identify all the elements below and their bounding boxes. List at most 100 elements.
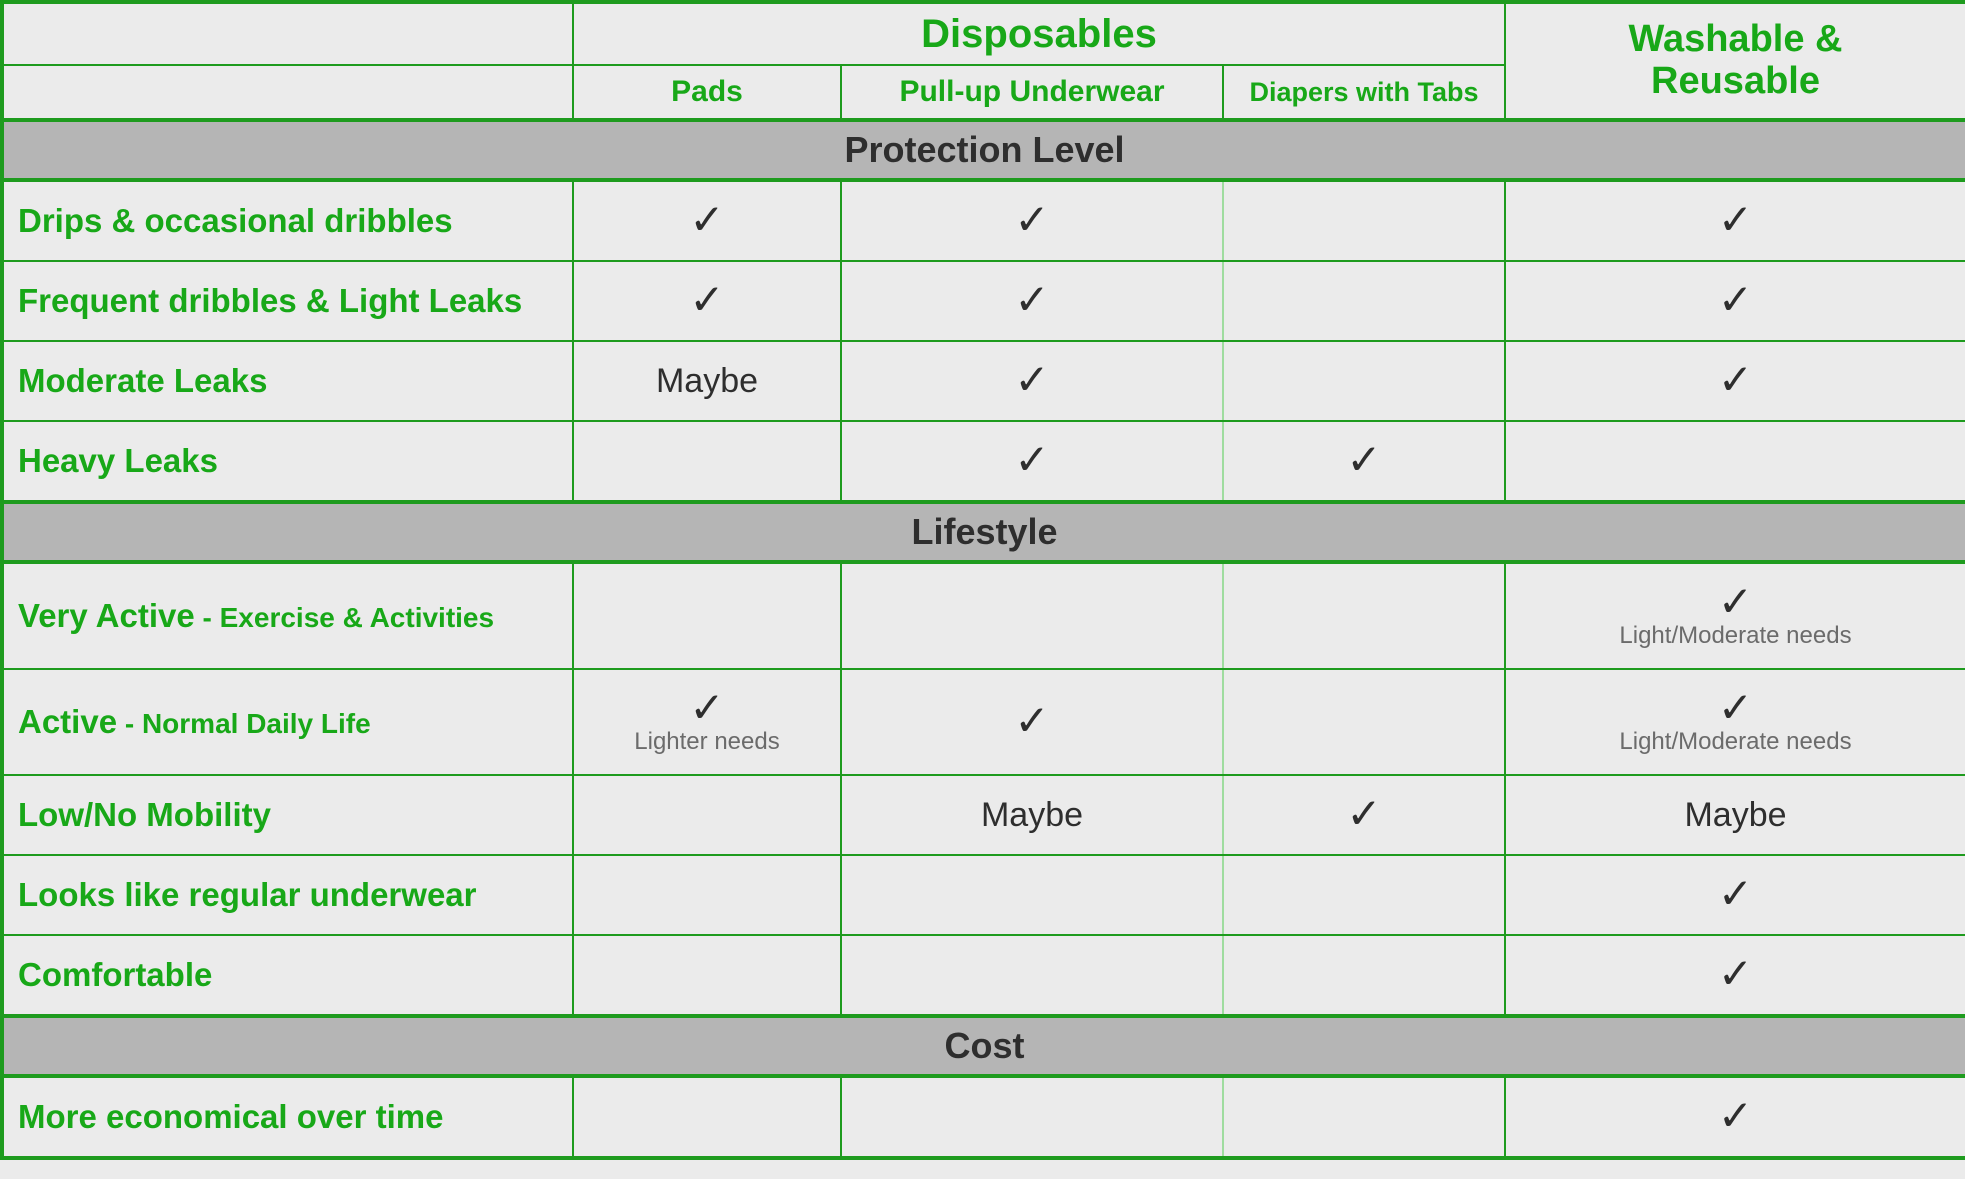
check-icon: ✓ [1014, 356, 1049, 403]
maybe-text: Maybe [656, 362, 758, 400]
section-row-cost: Cost [2, 1016, 1965, 1076]
row-active: Active - Normal Daily Life ✓ Lighter nee… [2, 669, 1965, 775]
note-active-pads: Lighter needs [634, 729, 779, 755]
section-row-lifestyle: Lifestyle [2, 502, 1965, 562]
cell-comfortable-diapers [1223, 935, 1505, 1016]
cell-drips-pullup: ✓ [841, 180, 1223, 261]
cell-heavy-pads [573, 421, 841, 502]
cell-moderate-diapers [1223, 341, 1505, 421]
row-frequent: Frequent dribbles & Light Leaks ✓ ✓ ✓ [2, 261, 1965, 341]
cell-economical-washable: ✓ [1505, 1076, 1965, 1158]
header-washable-line2: Reusable [1651, 60, 1820, 102]
note-very-active-washable: Light/Moderate needs [1619, 623, 1851, 649]
section-protection: Protection Level [2, 120, 1965, 180]
cell-drips-washable: ✓ [1505, 180, 1965, 261]
label-active: Active - Normal Daily Life [2, 669, 573, 775]
label-looks: Looks like regular underwear [2, 855, 573, 935]
cell-moderate-washable: ✓ [1505, 341, 1965, 421]
cell-very-active-pullup [841, 562, 1223, 669]
cell-very-active-pads [573, 562, 841, 669]
section-lifestyle: Lifestyle [2, 502, 1965, 562]
cell-frequent-washable: ✓ [1505, 261, 1965, 341]
check-icon: ✓ [1014, 276, 1049, 323]
cell-very-active-washable: ✓ Light/Moderate needs [1505, 562, 1965, 669]
label-drips: Drips & occasional dribbles [2, 180, 573, 261]
label-comfortable: Comfortable [2, 935, 573, 1016]
maybe-text: Maybe [981, 796, 1083, 834]
section-row-protection: Protection Level [2, 120, 1965, 180]
check-icon: ✓ [1014, 196, 1049, 243]
cell-looks-pads [573, 855, 841, 935]
check-icon: ✓ [1346, 790, 1381, 837]
header-disposables: Disposables [573, 2, 1505, 65]
cell-active-pads: ✓ Lighter needs [573, 669, 841, 775]
cell-comfortable-washable: ✓ [1505, 935, 1965, 1016]
cell-moderate-pullup: ✓ [841, 341, 1223, 421]
header-washable: Washable & Reusable [1505, 2, 1965, 120]
check-icon: ✓ [1718, 196, 1753, 243]
maybe-text: Maybe [1684, 796, 1786, 834]
header-pullup: Pull-up Underwear [841, 65, 1223, 120]
label-active-sep: - [117, 708, 142, 739]
row-heavy: Heavy Leaks ✓ ✓ [2, 421, 1965, 502]
cell-very-active-diapers [1223, 562, 1505, 669]
check-icon: ✓ [1718, 276, 1753, 323]
row-low-mobility: Low/No Mobility Maybe ✓ Maybe [2, 775, 1965, 855]
label-very-active-main: Very Active [18, 597, 195, 634]
header-washable-line1: Washable & [1629, 18, 1843, 60]
label-very-active-sub: Exercise & Activities [220, 602, 494, 633]
check-icon: ✓ [689, 687, 724, 729]
header-diapers: Diapers with Tabs [1223, 65, 1505, 120]
cell-drips-diapers [1223, 180, 1505, 261]
row-moderate: Moderate Leaks Maybe ✓ ✓ [2, 341, 1965, 421]
row-drips: Drips & occasional dribbles ✓ ✓ ✓ [2, 180, 1965, 261]
cell-heavy-washable [1505, 421, 1965, 502]
check-icon: ✓ [1718, 687, 1753, 729]
cell-comfortable-pads [573, 935, 841, 1016]
label-economical: More economical over time [2, 1076, 573, 1158]
cell-drips-pads: ✓ [573, 180, 841, 261]
cell-economical-diapers [1223, 1076, 1505, 1158]
header-blank-top [2, 2, 573, 65]
check-icon: ✓ [1718, 581, 1753, 623]
cell-low-mobility-pullup: Maybe [841, 775, 1223, 855]
label-active-main: Active [18, 703, 117, 740]
check-icon: ✓ [1718, 950, 1753, 997]
cell-looks-washable: ✓ [1505, 855, 1965, 935]
label-frequent: Frequent dribbles & Light Leaks [2, 261, 573, 341]
comparison-table: Disposables Washable & Reusable Pads Pul… [0, 0, 1965, 1160]
row-looks: Looks like regular underwear ✓ [2, 855, 1965, 935]
row-comfortable: Comfortable ✓ [2, 935, 1965, 1016]
cell-low-mobility-washable: Maybe [1505, 775, 1965, 855]
check-icon: ✓ [1718, 1092, 1753, 1139]
label-heavy: Heavy Leaks [2, 421, 573, 502]
check-icon: ✓ [1718, 356, 1753, 403]
label-active-sub: Normal Daily Life [142, 708, 371, 739]
section-cost: Cost [2, 1016, 1965, 1076]
row-very-active: Very Active - Exercise & Activities ✓ Li… [2, 562, 1965, 669]
row-economical: More economical over time ✓ [2, 1076, 1965, 1158]
header-blank-sub [2, 65, 573, 120]
label-very-active-sep: - [195, 602, 220, 633]
cell-low-mobility-diapers: ✓ [1223, 775, 1505, 855]
check-icon: ✓ [1014, 436, 1049, 483]
check-icon: ✓ [689, 196, 724, 243]
cell-comfortable-pullup [841, 935, 1223, 1016]
cell-active-washable: ✓ Light/Moderate needs [1505, 669, 1965, 775]
check-icon: ✓ [1718, 870, 1753, 917]
cell-frequent-diapers [1223, 261, 1505, 341]
cell-frequent-pads: ✓ [573, 261, 841, 341]
label-moderate: Moderate Leaks [2, 341, 573, 421]
cell-heavy-diapers: ✓ [1223, 421, 1505, 502]
cell-moderate-pads: Maybe [573, 341, 841, 421]
cell-active-diapers [1223, 669, 1505, 775]
note-active-washable: Light/Moderate needs [1619, 729, 1851, 755]
label-low-mobility: Low/No Mobility [2, 775, 573, 855]
header-pads: Pads [573, 65, 841, 120]
cell-economical-pullup [841, 1076, 1223, 1158]
cell-heavy-pullup: ✓ [841, 421, 1223, 502]
cell-looks-pullup [841, 855, 1223, 935]
cell-looks-diapers [1223, 855, 1505, 935]
cell-economical-pads [573, 1076, 841, 1158]
cell-frequent-pullup: ✓ [841, 261, 1223, 341]
